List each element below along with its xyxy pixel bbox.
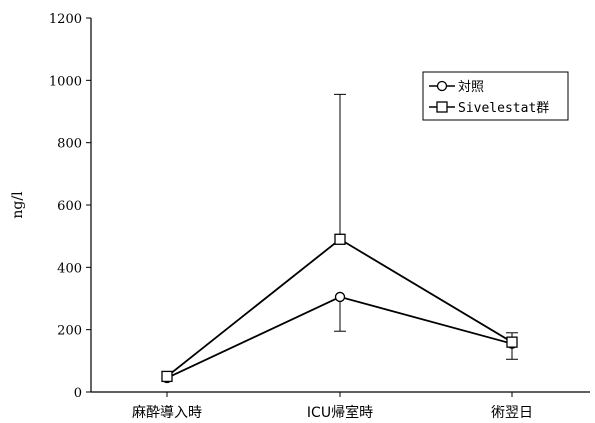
legend-marker-square (436, 101, 448, 113)
x-category-label: ICU帰室時 (307, 404, 373, 421)
y-tick-label: 1200 (49, 12, 82, 27)
y-axis-title: ng/l (10, 191, 26, 219)
data-point-square (334, 233, 346, 245)
y-tick-label: 600 (57, 199, 82, 214)
data-point-square (161, 370, 173, 383)
y-tick-label: 800 (57, 137, 82, 152)
data-point-square (506, 336, 518, 348)
legend-label: Sivelestat群 (458, 101, 549, 116)
legend-marker-circle (436, 80, 448, 92)
legend: 対照 Sivelestat群 (422, 71, 569, 121)
data-point-circle (334, 291, 346, 303)
y-ticks: 0 200 400 600 800 1000 1200 (49, 12, 91, 401)
legend-label: 対照 (458, 80, 484, 95)
y-tick-label: 200 (57, 324, 82, 339)
y-tick-label: 1000 (49, 74, 82, 89)
plot-area (161, 93, 518, 384)
y-tick-label: 400 (57, 261, 82, 276)
x-categories: 麻酔導入時 ICU帰室時 術翌日 (132, 392, 533, 421)
x-category-label: 麻酔導入時 (132, 405, 202, 421)
y-tick-label: 0 (74, 386, 82, 401)
x-category-label: 術翌日 (491, 405, 533, 421)
